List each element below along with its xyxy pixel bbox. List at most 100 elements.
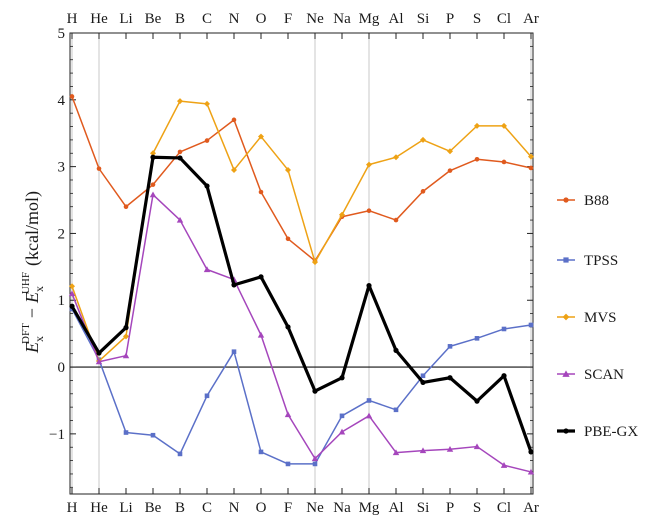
- data-point: [122, 352, 130, 359]
- ylabel-minus: −: [22, 308, 42, 318]
- x-tick-label-top: He: [90, 11, 108, 27]
- data-point: [123, 325, 129, 331]
- x-tick-label-bottom: F: [284, 500, 292, 515]
- data-point: [563, 197, 569, 203]
- data-point: [312, 388, 318, 394]
- x-tick-label-bottom: H: [67, 500, 78, 515]
- series-scan: [68, 191, 535, 475]
- data-point: [69, 283, 75, 290]
- data-point: [285, 324, 291, 330]
- data-point: [393, 407, 399, 413]
- data-point: [447, 375, 453, 381]
- x-tick-label-bottom: S: [473, 500, 481, 515]
- data-point: [177, 149, 183, 155]
- ylabel-sup1: DFT: [20, 323, 32, 344]
- data-point: [562, 370, 570, 377]
- series-mvs: [69, 98, 534, 365]
- data-point: [420, 189, 426, 194]
- x-tick-label-bottom: Ne: [306, 500, 324, 515]
- data-point: [231, 166, 237, 173]
- data-point: [419, 447, 427, 454]
- data-point: [204, 100, 210, 107]
- y-tick-label: −1: [49, 427, 65, 443]
- data-point: [420, 373, 426, 379]
- ylabel-units: (kcal/mol): [22, 191, 43, 266]
- x-tick-label-top: Ne: [306, 11, 324, 27]
- data-point: [501, 326, 507, 332]
- data-point: [563, 428, 569, 434]
- data-point: [447, 344, 453, 349]
- x-tick-label-bottom: Al: [389, 500, 404, 515]
- y-tick-label: 3: [58, 160, 66, 176]
- x-tick-label-bottom: Na: [333, 500, 351, 515]
- x-tick-label-top: Si: [417, 11, 430, 27]
- series-line-tpss: [71, 308, 532, 465]
- data-point: [501, 159, 507, 165]
- series-lines: [68, 94, 535, 475]
- data-point: [149, 191, 157, 198]
- series-line-scan: [71, 193, 532, 473]
- data-point: [563, 257, 569, 263]
- data-point: [447, 168, 453, 173]
- data-point: [312, 259, 318, 266]
- ylabel-e1: E: [22, 342, 42, 354]
- data-point: [366, 282, 372, 289]
- data-point: [95, 358, 103, 365]
- y-tick-label: 4: [58, 93, 66, 109]
- ylabel-sub1: x: [32, 336, 46, 342]
- x-tick-label-top: H: [67, 11, 78, 27]
- data-point: [204, 183, 210, 189]
- data-point: [96, 350, 102, 356]
- x-tick-label-bottom: C: [202, 500, 212, 515]
- data-point: [562, 313, 570, 321]
- data-point: [366, 161, 372, 168]
- series-line-pbe-gx: [70, 155, 533, 453]
- x-tick-label-top: N: [229, 11, 240, 27]
- data-point: [420, 379, 426, 386]
- data-point: [474, 156, 480, 162]
- y-tick-label: 2: [58, 226, 66, 242]
- legend-label-scan: SCAN: [584, 367, 624, 383]
- x-tick-label-top: Ar: [523, 11, 539, 27]
- legend-label-pbe-gx: PBE-GX: [584, 424, 638, 440]
- x-tick-label-bottom: O: [256, 500, 267, 515]
- data-point: [393, 347, 399, 353]
- data-point: [285, 166, 291, 173]
- legend-item-pbe-gx: PBE-GX: [557, 424, 638, 440]
- x-tick-label-top: Na: [333, 11, 351, 27]
- plot-border: [69, 32, 534, 495]
- data-point: [501, 373, 507, 379]
- legend-item-scan: SCAN: [557, 367, 624, 383]
- legend-label-b88: B88: [584, 193, 609, 209]
- tick-labels: −1012345HHHeHeLiLiBeBeBBCCNNOOFFNeNeNaNa…: [49, 11, 539, 515]
- series-tpss: [69, 306, 534, 467]
- x-tick-label-bottom: Mg: [359, 500, 380, 515]
- x-tick-label-top: F: [284, 11, 292, 27]
- legend-label-tpss: TPSS: [584, 253, 618, 269]
- data-point: [231, 117, 237, 123]
- data-point: [528, 322, 534, 328]
- x-tick-label-bottom: Li: [119, 500, 132, 515]
- x-tick-label-bottom: N: [229, 500, 240, 515]
- legend-item-mvs: MVS: [557, 310, 617, 326]
- data-point: [392, 449, 400, 456]
- data-point: [150, 154, 156, 160]
- data-point: [69, 94, 75, 99]
- x-tick-label-bottom: He: [90, 500, 108, 515]
- plot-frame: [69, 32, 534, 495]
- data-point: [258, 189, 264, 195]
- data-point: [257, 331, 265, 338]
- data-point: [177, 451, 183, 457]
- data-point: [231, 349, 237, 354]
- data-point: [176, 216, 184, 223]
- x-tick-label-top: Al: [389, 11, 404, 27]
- data-point: [528, 165, 534, 171]
- data-point: [338, 428, 346, 435]
- data-point: [258, 449, 264, 455]
- data-point: [366, 208, 372, 214]
- series-pbe-gx: [69, 154, 534, 455]
- data-point: [284, 411, 292, 418]
- data-point: [258, 133, 264, 140]
- x-tick-label-top: Mg: [359, 11, 380, 27]
